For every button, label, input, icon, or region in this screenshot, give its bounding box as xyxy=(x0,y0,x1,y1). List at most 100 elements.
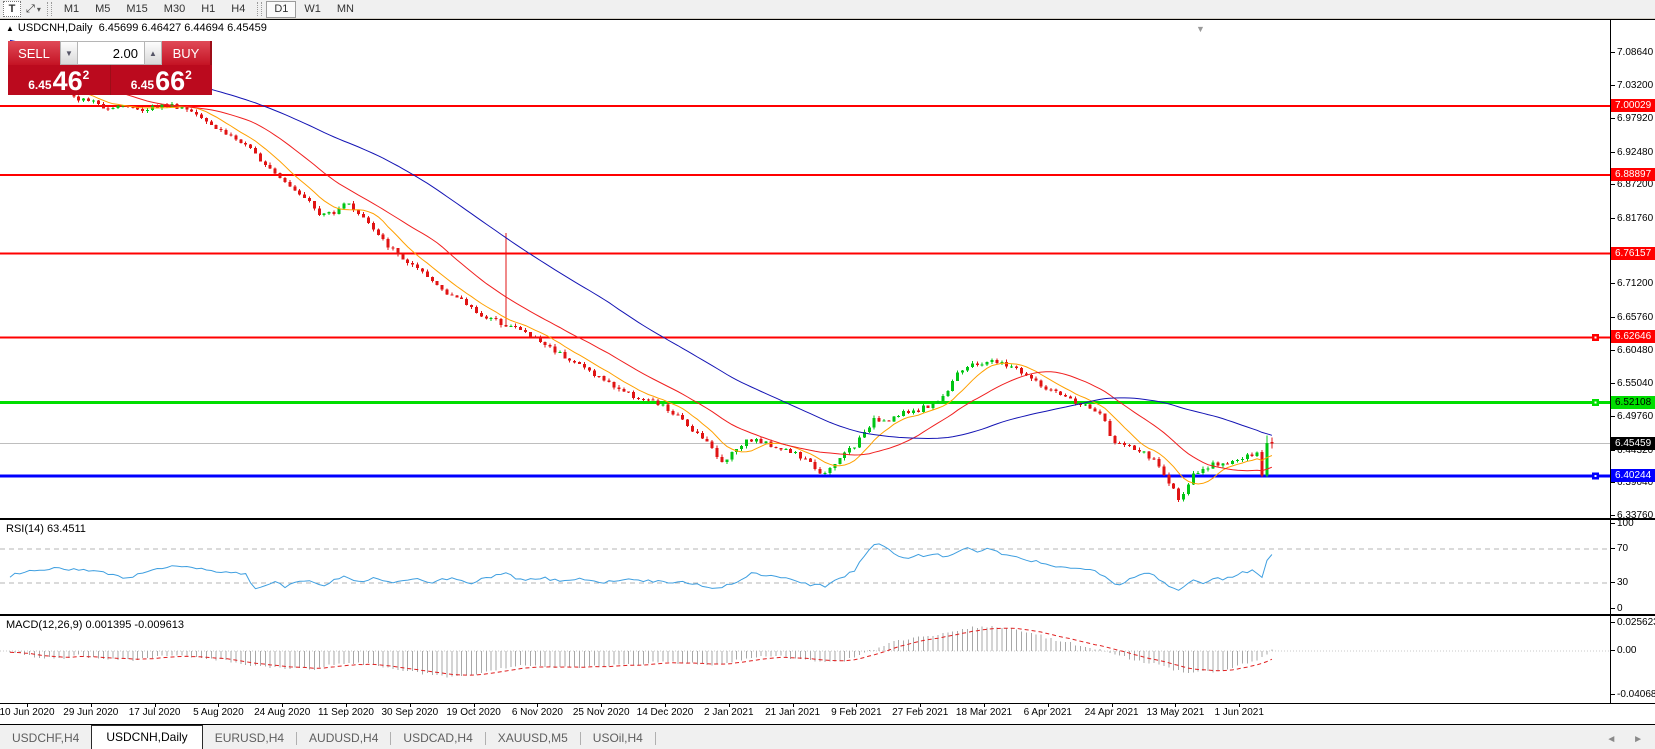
toolbar-separator xyxy=(257,2,263,16)
date-tick-label: 17 Jul 2020 xyxy=(128,707,181,718)
sell-price-sup: 2 xyxy=(82,68,90,82)
timeframe-button-h4[interactable]: H4 xyxy=(223,1,253,18)
dropdown-caret-icon: ▾ xyxy=(36,4,41,14)
sell-button[interactable]: SELL xyxy=(8,41,60,65)
timeframe-button-m1[interactable]: M1 xyxy=(56,1,87,18)
level-price-label[interactable]: 6.76157 xyxy=(1611,246,1655,260)
chart-corner-triangle-icon[interactable]: ▼ xyxy=(1196,24,1205,34)
timeframe-button-mn[interactable]: MN xyxy=(329,1,362,18)
chart-tab-xauusd[interactable]: XAUUSD,M5 xyxy=(497,731,568,745)
price-axis-line xyxy=(1610,20,1611,703)
chart-tab-eurusd[interactable]: EURUSD,H4 xyxy=(214,731,285,745)
volume-decrease-button[interactable]: ▼ xyxy=(60,41,78,65)
chart-tab-audusd[interactable]: AUDUSD,H4 xyxy=(309,731,379,745)
rsi-tick-label: 70 xyxy=(1610,543,1628,555)
level-price-label[interactable]: 6.40244 xyxy=(1611,468,1655,482)
collapse-triangle-icon[interactable]: ▲ xyxy=(6,24,14,33)
macd-histogram xyxy=(9,625,1273,678)
level-price-label[interactable]: 6.62646 xyxy=(1611,330,1655,344)
rsi-line xyxy=(9,543,1273,591)
price-tick-label: 6.49760 xyxy=(1610,411,1653,423)
tab-scroll-left-icon[interactable]: ◄ xyxy=(1606,734,1617,745)
buy-price-button[interactable]: 6.45 66 2 xyxy=(110,65,212,96)
date-tick-label: 6 Nov 2020 xyxy=(511,707,563,718)
tab-scroll-right-icon[interactable]: ► xyxy=(1633,734,1643,745)
sell-price-small: 6.45 xyxy=(28,78,52,92)
date-tick-label: 24 Apr 2021 xyxy=(1084,707,1139,718)
toolbar-separator xyxy=(46,2,52,16)
macd-pane[interactable] xyxy=(0,616,1610,703)
volume-increase-button[interactable]: ▲ xyxy=(144,41,162,65)
macd-tick-label: 0.025623 xyxy=(1610,617,1655,629)
buy-price-sup: 2 xyxy=(185,68,192,82)
chart-tab-usoil[interactable]: USOil,H4 xyxy=(592,731,643,745)
timeframe-button-m5[interactable]: M5 xyxy=(87,1,118,18)
sell-price-big: 46 xyxy=(52,66,83,96)
chart-title: ▲ USDCNH,Daily 6.45699 6.46427 6.44694 6.… xyxy=(6,22,267,34)
chart-tab-usdchf[interactable]: USDCHF,H4 xyxy=(12,731,80,745)
price-pane[interactable] xyxy=(0,20,1610,518)
level-price-label[interactable]: 7.00029 xyxy=(1611,99,1655,112)
buy-price-small: 6.45 xyxy=(130,78,155,92)
price-tick-label: 6.55040 xyxy=(1610,378,1653,390)
price-tick-label: 6.87200 xyxy=(1610,179,1653,191)
macd-signal-line xyxy=(9,627,1273,676)
rsi-tick-label: 30 xyxy=(1610,577,1628,589)
price-tick-label: 7.08640 xyxy=(1610,47,1653,59)
rsi-indicator-label: RSI(14) 63.4511 xyxy=(6,523,86,535)
date-tick-label: 9 Feb 2021 xyxy=(831,707,882,718)
chart-tabs-bar: USDCHF,H4 USDCNH,Daily EURUSD,H4 AUDUSD,… xyxy=(0,725,1655,749)
price-tick-label: 7.03200 xyxy=(1610,80,1653,92)
timeframe-button-m30[interactable]: M30 xyxy=(156,1,193,18)
level-price-label[interactable]: 6.88897 xyxy=(1611,167,1655,181)
buy-price-big: 66 xyxy=(155,66,186,96)
date-tick-label: 21 Jan 2021 xyxy=(765,707,821,718)
date-tick-label: 18 Mar 2021 xyxy=(955,707,1013,718)
level-lines[interactable] xyxy=(0,105,1610,480)
cursor-tool-button[interactable]: ⤢ ▾ xyxy=(24,1,43,17)
pane-separator[interactable] xyxy=(0,614,1655,616)
sell-price-button[interactable]: 6.45 46 2 xyxy=(8,65,110,95)
timeframe-button-w1[interactable]: W1 xyxy=(296,1,329,18)
moving-averages-layer xyxy=(9,39,1273,485)
timeframe-button-m15[interactable]: M15 xyxy=(118,1,155,18)
price-tick-label: 6.81760 xyxy=(1610,213,1653,225)
timeframe-button-d1[interactable]: D1 xyxy=(266,0,297,18)
volume-input[interactable] xyxy=(78,41,144,65)
cursor-arrows-icon: ⤢ xyxy=(26,2,35,15)
price-tick-label: 6.71200 xyxy=(1610,278,1653,290)
macd-indicator-label: MACD(12,26,9) 0.001395 -0.009613 xyxy=(6,619,184,631)
date-tick-label: 14 Dec 2020 xyxy=(636,707,694,718)
date-tick-label: 24 Aug 2020 xyxy=(254,707,311,718)
tab-separator xyxy=(579,732,581,745)
chart-title-quotes: 6.45699 6.46427 6.44694 6.45459 xyxy=(98,22,267,34)
level-price-label[interactable]: 6.52108 xyxy=(1611,395,1655,409)
date-tick-label: 2 Jan 2021 xyxy=(704,707,754,718)
price-tick-label: 6.60480 xyxy=(1610,345,1653,357)
chart-tab-usdcad[interactable]: USDCAD,H4 xyxy=(403,731,473,745)
price-tick-label: 6.92480 xyxy=(1610,147,1653,159)
date-axis-line xyxy=(0,703,1655,704)
current-price-label: 6.45459 xyxy=(1611,436,1655,450)
price-tick-label: 6.33760 xyxy=(1610,510,1653,522)
date-tick-label: 29 Jun 2020 xyxy=(63,707,119,718)
tab-separator xyxy=(390,732,392,745)
timeframe-button-h1[interactable]: H1 xyxy=(193,1,223,18)
text-tool-button[interactable]: T xyxy=(3,1,21,17)
date-tick-label: 11 Sep 2020 xyxy=(318,707,374,718)
buy-button[interactable]: BUY xyxy=(162,41,210,65)
rsi-pane[interactable] xyxy=(0,520,1610,614)
tab-separator xyxy=(484,732,486,745)
date-tick-label: 30 Sep 2020 xyxy=(381,707,439,718)
date-tick-label: 27 Feb 2021 xyxy=(892,707,949,718)
candles-layer xyxy=(8,65,1274,502)
top-toolbar: T ⤢ ▾ M1 M5 M15 M30 H1 H4 D1 W1 MN xyxy=(0,0,1655,19)
date-tick-label: 5 Aug 2020 xyxy=(193,707,244,718)
date-tick-label: 25 Nov 2020 xyxy=(572,707,630,718)
pane-separator[interactable] xyxy=(0,518,1655,520)
chart-title-symbol: USDCNH,Daily xyxy=(17,22,93,34)
chart-tab-usdcnh[interactable]: USDCNH,Daily xyxy=(91,725,203,749)
date-tick-label: 6 Apr 2021 xyxy=(1023,707,1072,718)
chart-window: ▲ USDCNH,Daily 6.45699 6.46427 6.44694 6.… xyxy=(0,19,1655,725)
